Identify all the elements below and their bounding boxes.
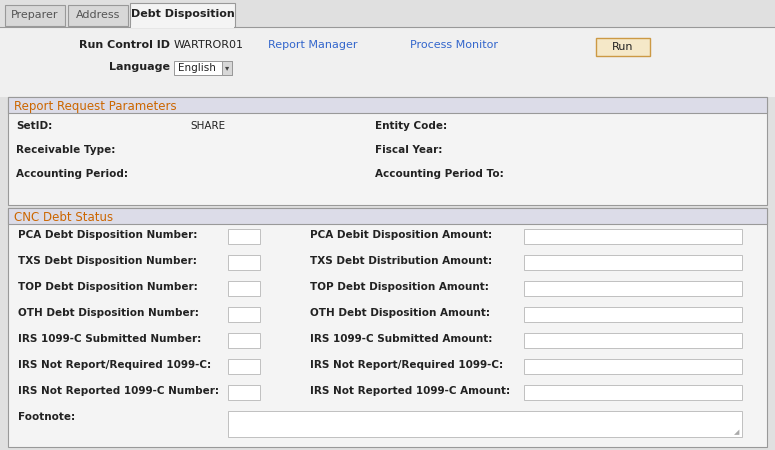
Text: Preparer: Preparer — [12, 10, 59, 20]
Text: TOP Debt Disposition Amount:: TOP Debt Disposition Amount: — [310, 282, 489, 292]
Text: Run: Run — [612, 42, 634, 52]
Bar — [5, 5, 65, 26]
Text: IRS Not Report/Required 1099-C:: IRS Not Report/Required 1099-C: — [18, 360, 211, 370]
Text: Footnote:: Footnote: — [18, 412, 75, 422]
Bar — [524, 385, 742, 400]
Text: Accounting Period:: Accounting Period: — [16, 169, 128, 179]
Text: Process Monitor: Process Monitor — [410, 40, 498, 50]
Text: CNC Debt Status: CNC Debt Status — [14, 211, 113, 224]
Text: WARTROR01: WARTROR01 — [174, 40, 244, 50]
Text: OTH Debt Disposition Number:: OTH Debt Disposition Number: — [18, 308, 199, 318]
Bar — [228, 359, 260, 374]
Text: OTH Debt Disposition Amount:: OTH Debt Disposition Amount: — [310, 308, 490, 318]
Bar — [524, 229, 742, 244]
Text: Language: Language — [109, 62, 170, 72]
Text: Report Request Parameters: Report Request Parameters — [14, 100, 177, 113]
Bar — [131, 25, 234, 28]
Text: ◢: ◢ — [734, 429, 739, 435]
Text: IRS Not Reported 1099-C Amount:: IRS Not Reported 1099-C Amount: — [310, 386, 510, 396]
Text: Accounting Period To:: Accounting Period To: — [375, 169, 504, 179]
Bar — [68, 5, 128, 26]
Bar — [228, 255, 260, 270]
Text: Fiscal Year:: Fiscal Year: — [375, 145, 443, 155]
Bar — [8, 208, 767, 224]
Text: IRS Not Reported 1099-C Number:: IRS Not Reported 1099-C Number: — [18, 386, 219, 396]
Bar — [8, 97, 767, 205]
Bar — [174, 61, 232, 75]
Bar — [0, 28, 775, 97]
Bar — [228, 333, 260, 348]
Text: Run Control ID: Run Control ID — [79, 40, 170, 50]
Bar — [228, 307, 260, 322]
Bar — [524, 255, 742, 270]
Text: IRS 1099-C Submitted Number:: IRS 1099-C Submitted Number: — [18, 334, 202, 344]
Bar — [222, 61, 232, 75]
Bar — [228, 411, 742, 437]
Bar — [524, 307, 742, 322]
Text: Entity Code:: Entity Code: — [375, 121, 447, 131]
Text: TXS Debt Distribution Amount:: TXS Debt Distribution Amount: — [310, 256, 492, 266]
Bar — [8, 97, 767, 113]
Text: Receivable Type:: Receivable Type: — [16, 145, 115, 155]
Text: SetID:: SetID: — [16, 121, 52, 131]
Text: Address: Address — [76, 10, 120, 20]
Text: TXS Debt Disposition Number:: TXS Debt Disposition Number: — [18, 256, 197, 266]
Bar — [228, 281, 260, 296]
Text: English: English — [178, 63, 216, 73]
Bar — [130, 3, 235, 27]
Bar — [524, 359, 742, 374]
Text: PCA Debt Disposition Number:: PCA Debt Disposition Number: — [18, 230, 198, 240]
Bar — [524, 333, 742, 348]
Bar — [228, 229, 260, 244]
Bar — [596, 38, 650, 56]
Text: ▾: ▾ — [225, 63, 229, 72]
Text: Report Manager: Report Manager — [268, 40, 357, 50]
Text: TOP Debt Disposition Number:: TOP Debt Disposition Number: — [18, 282, 198, 292]
Bar — [228, 385, 260, 400]
Text: IRS 1099-C Submitted Amount:: IRS 1099-C Submitted Amount: — [310, 334, 492, 344]
Text: IRS Not Report/Required 1099-C:: IRS Not Report/Required 1099-C: — [310, 360, 503, 370]
Bar — [8, 208, 767, 447]
Bar — [524, 281, 742, 296]
Text: SHARE: SHARE — [190, 121, 225, 131]
Text: PCA Debit Disposition Amount:: PCA Debit Disposition Amount: — [310, 230, 492, 240]
Text: Debt Disposition: Debt Disposition — [131, 9, 234, 19]
Bar — [0, 3, 775, 28]
